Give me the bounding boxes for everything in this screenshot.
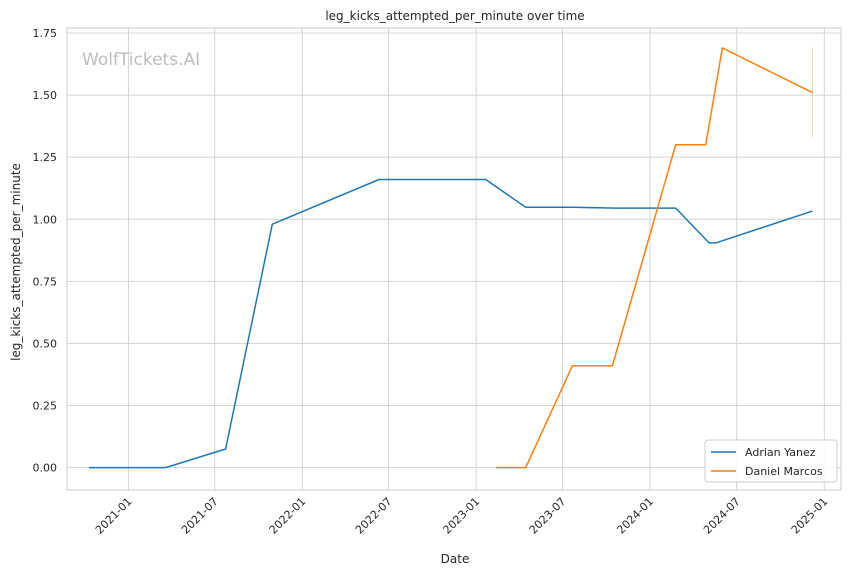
grid-lines — [67, 28, 841, 490]
y-axis-ticks: 0.00 0.25 0.50 0.75 1.00 1.25 1.50 1.75 — [33, 27, 58, 475]
y-tick-label: 0.75 — [33, 275, 58, 288]
y-tick-label: 1.75 — [33, 27, 58, 40]
y-tick-label: 0.00 — [33, 462, 58, 475]
y-tick-label: 1.25 — [33, 151, 58, 164]
y-tick-label: 0.50 — [33, 337, 58, 350]
chart-title: leg_kicks_attempted_per_minute over time — [325, 9, 584, 23]
series-line-daniel-marcos — [496, 47, 813, 469]
legend-label-adrian-yanez: Adrian Yanez — [745, 446, 816, 459]
y-tick-label: 1.50 — [33, 89, 58, 102]
watermark-text: WolfTickets.AI — [82, 50, 200, 70]
legend: Adrian Yanez Daniel Marcos — [704, 439, 838, 483]
y-tick-label: 1.00 — [33, 213, 58, 226]
y-tick-label: 0.25 — [33, 400, 58, 413]
legend-box — [704, 439, 838, 483]
series-line-adrian-yanez — [88, 178, 813, 469]
y-axis-title: leg_kicks_attempted_per_minute — [9, 163, 23, 361]
plot-area-frame — [66, 27, 842, 491]
legend-label-daniel-marcos: Daniel Marcos — [745, 465, 823, 478]
x-axis-title: Date — [441, 552, 470, 566]
series-lines — [88, 47, 813, 469]
